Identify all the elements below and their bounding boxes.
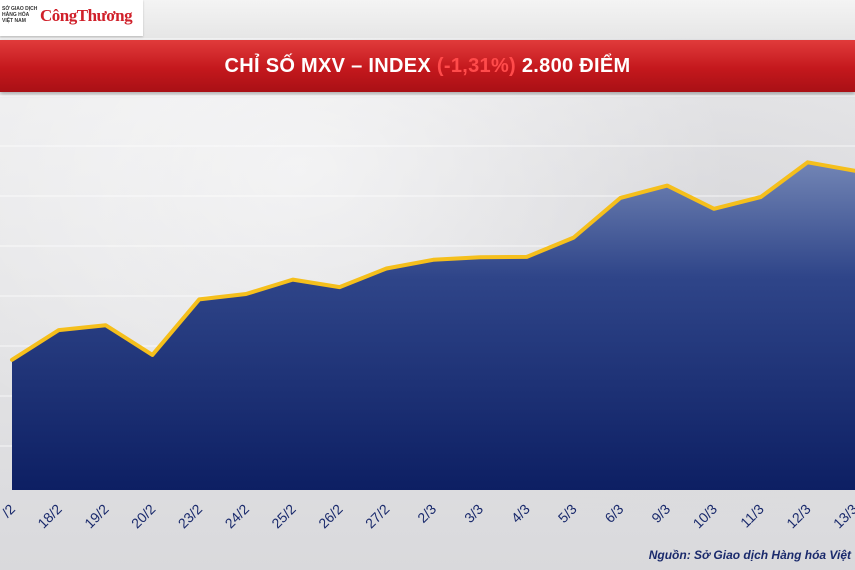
x-tick-label: /2	[0, 501, 18, 521]
x-tick-label: 5/3	[555, 501, 580, 526]
source-note: Nguồn: Sở Giao dịch Hàng hóa Việt	[648, 548, 851, 562]
logo-title: CôngThương	[40, 6, 133, 25]
title-prefix: CHỈ SỐ MXV – INDEX	[224, 54, 437, 77]
x-tick-label: 11/3	[737, 501, 767, 531]
x-tick-label: 24/2	[222, 501, 253, 532]
x-tick-label: 25/2	[268, 501, 299, 532]
x-tick-label: 12/3	[783, 501, 814, 532]
title-percent-change: (-1,31%)	[436, 54, 517, 77]
x-tick-label: 2/3	[414, 501, 439, 526]
x-tick-labels: /2 18/2 19/2 20/2 23/2 24/2 25/2 26/2 27/2 2/3 3/3…	[0, 501, 855, 532]
x-tick-label: 10/3	[690, 501, 721, 532]
x-tick-label: 23/2	[175, 501, 206, 532]
x-tick-label: 6/3	[601, 501, 626, 526]
series-line	[10, 160, 855, 362]
x-tick-label: 20/2	[128, 501, 159, 532]
x-tick-label: 18/2	[34, 501, 65, 532]
x-tick-label: 4/3	[508, 501, 533, 526]
x-tick-label: 19/2	[81, 501, 112, 532]
chart-title: CHỈ SỐ MXV – INDEX (-1,31%) 2.800 ĐIỂM	[0, 40, 855, 92]
x-tick-label: 27/2	[362, 501, 393, 532]
area-chart: /2 18/2 19/2 20/2 23/2 24/2 25/2 26/2 27/2 2/3 3/3…	[0, 95, 855, 532]
x-tick-label: 13/3	[830, 501, 855, 532]
logo-subtitle: SỞ GIAO DỊCH HÀNG HÓA VIỆT NAM	[2, 6, 38, 24]
x-tick-label: 3/3	[461, 501, 486, 526]
x-tick-label: 9/3	[648, 501, 673, 526]
title-suffix: 2.800 ĐIỂM	[516, 54, 631, 77]
area-fill	[12, 162, 855, 491]
top-bar: SỞ GIAO DỊCH HÀNG HÓA VIỆT NAM CôngThươn…	[0, 0, 855, 38]
title-banner	[0, 40, 855, 92]
logo: SỞ GIAO DỊCH HÀNG HÓA VIỆT NAM CôngThươn…	[0, 0, 143, 36]
x-tick-label: 26/2	[315, 501, 346, 532]
